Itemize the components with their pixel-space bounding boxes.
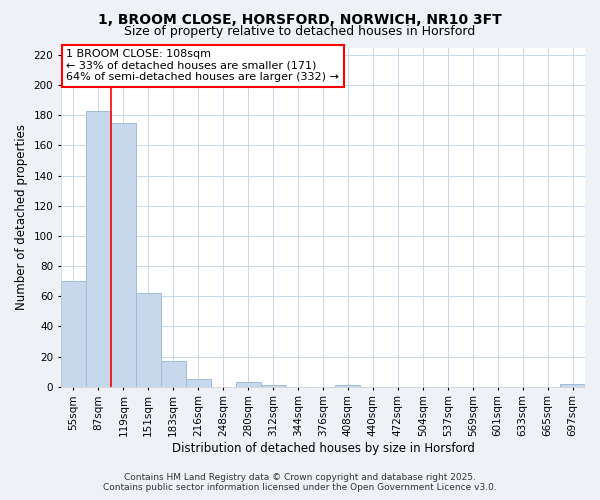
Bar bbox=[236, 382, 260, 386]
Text: 1, BROOM CLOSE, HORSFORD, NORWICH, NR10 3FT: 1, BROOM CLOSE, HORSFORD, NORWICH, NR10 … bbox=[98, 12, 502, 26]
Bar bbox=[111, 123, 136, 386]
Text: Contains HM Land Registry data © Crown copyright and database right 2025.
Contai: Contains HM Land Registry data © Crown c… bbox=[103, 473, 497, 492]
Bar bbox=[161, 361, 186, 386]
Text: Size of property relative to detached houses in Horsford: Size of property relative to detached ho… bbox=[124, 25, 476, 38]
Bar bbox=[186, 379, 211, 386]
Bar bbox=[335, 385, 361, 386]
Bar bbox=[86, 111, 111, 386]
Bar bbox=[260, 385, 286, 386]
Bar bbox=[136, 293, 161, 386]
X-axis label: Distribution of detached houses by size in Horsford: Distribution of detached houses by size … bbox=[172, 442, 475, 455]
Bar bbox=[560, 384, 585, 386]
Y-axis label: Number of detached properties: Number of detached properties bbox=[15, 124, 28, 310]
Text: 1 BROOM CLOSE: 108sqm
← 33% of detached houses are smaller (171)
64% of semi-det: 1 BROOM CLOSE: 108sqm ← 33% of detached … bbox=[66, 49, 339, 82]
Bar bbox=[61, 281, 86, 386]
